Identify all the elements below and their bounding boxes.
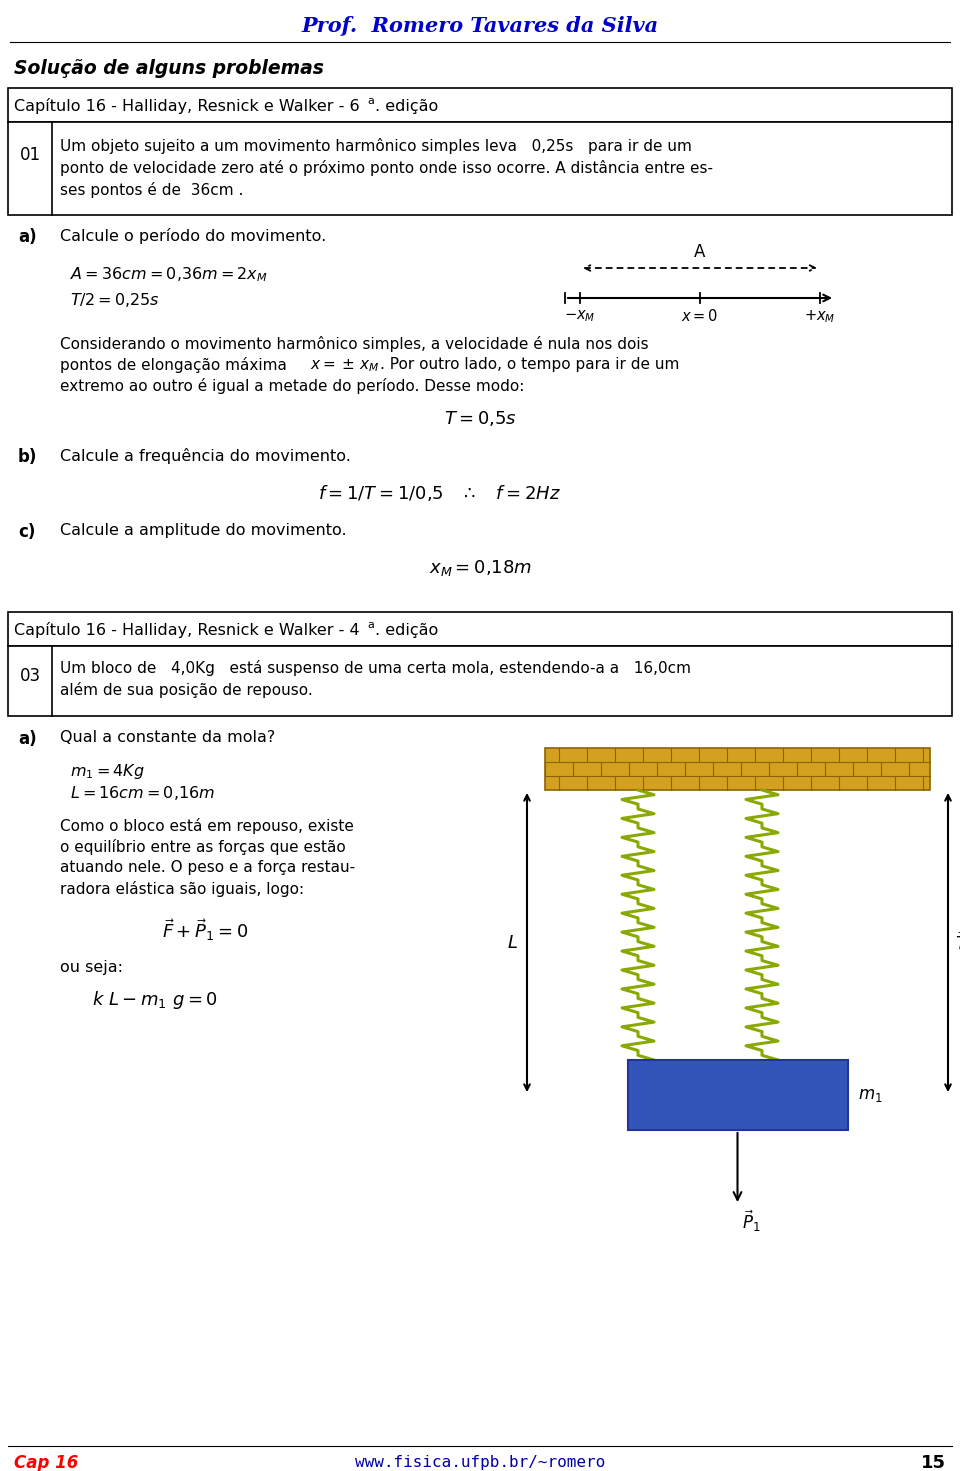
Text: $m_1$: $m_1$: [857, 1086, 882, 1105]
Text: L: L: [508, 934, 518, 952]
Bar: [8, 122, 952, 215]
Text: a: a: [367, 619, 373, 630]
Text: extremo ao outro é igual a metade do período. Desse modo:: extremo ao outro é igual a metade do per…: [60, 378, 524, 394]
Bar: [8, 612, 952, 646]
Text: $f = 1/T = 1/0{,}5$   $\therefore$   $f = 2Hz$: $f = 1/T = 1/0{,}5$ $\therefore$ $f = 2H…: [319, 482, 562, 503]
Text: ou seja:: ou seja:: [60, 961, 123, 975]
Bar: [8, 646, 952, 716]
Text: $\vec{T}$: $\vec{T}$: [955, 931, 960, 953]
Text: Um objeto sujeito a um movimento harmônico simples leva   0,25s   para ir de um: Um objeto sujeito a um movimento harmôni…: [60, 138, 692, 154]
Text: www.fisica.ufpb.br/~romero: www.fisica.ufpb.br/~romero: [355, 1455, 605, 1471]
Text: Prof.  Romero Tavares da Silva: Prof. Romero Tavares da Silva: [301, 16, 659, 35]
Text: $x = 0$: $x = 0$: [682, 307, 719, 324]
Text: $A = 36cm = 0{,}36m = 2x_M$: $A = 36cm = 0{,}36m = 2x_M$: [70, 266, 268, 284]
Text: $k\ L - m_1\ g = 0$: $k\ L - m_1\ g = 0$: [92, 989, 218, 1011]
Text: Capítulo 16 - Halliday, Resnick e Walker - 6: Capítulo 16 - Halliday, Resnick e Walker…: [14, 99, 360, 113]
Text: . edição: . edição: [375, 99, 439, 113]
Text: Um bloco de   4,0Kg   está suspenso de uma certa mola, estendendo-a a   16,0cm: Um bloco de 4,0Kg está suspenso de uma c…: [60, 660, 691, 677]
Text: $\vec{P}_1$: $\vec{P}_1$: [742, 1209, 761, 1234]
Text: a): a): [18, 730, 36, 747]
Text: a: a: [367, 96, 373, 106]
Text: Cap 16: Cap 16: [14, 1453, 79, 1471]
Text: ses pontos é de  36cm .: ses pontos é de 36cm .: [60, 182, 244, 199]
Text: $m_1 = 4Kg$: $m_1 = 4Kg$: [70, 762, 145, 781]
Text: $L = 16cm = 0{,}16m$: $L = 16cm = 0{,}16m$: [70, 784, 215, 802]
Text: $x_M = 0{,}18m$: $x_M = 0{,}18m$: [428, 558, 532, 578]
Text: b): b): [18, 449, 37, 466]
Text: Considerando o movimento harmônico simples, a velocidade é nula nos dois: Considerando o movimento harmônico simpl…: [60, 335, 649, 352]
Text: . Por outro lado, o tempo para ir de um: . Por outro lado, o tempo para ir de um: [380, 357, 680, 372]
Text: o equilíbrio entre as forças que estão: o equilíbrio entre as forças que estão: [60, 838, 346, 855]
Text: 01: 01: [19, 146, 40, 163]
Text: radora elástica são iguais, logo:: radora elástica são iguais, logo:: [60, 881, 304, 897]
Text: pontos de elongação máxima: pontos de elongação máxima: [60, 357, 301, 374]
Text: Calcule a amplitude do movimento.: Calcule a amplitude do movimento.: [60, 524, 347, 538]
Bar: [8, 88, 952, 122]
Text: $T = 0{,}5s$: $T = 0{,}5s$: [444, 409, 516, 428]
Text: Calcule a frequência do movimento.: Calcule a frequência do movimento.: [60, 449, 350, 463]
Text: além de sua posição de repouso.: além de sua posição de repouso.: [60, 683, 313, 699]
Text: . edição: . edição: [375, 622, 439, 637]
Bar: [545, 747, 930, 790]
Text: Solução de alguns problemas: Solução de alguns problemas: [14, 59, 324, 78]
Text: Como o bloco está em repouso, existe: Como o bloco está em repouso, existe: [60, 818, 354, 834]
Text: $+x_M$: $+x_M$: [804, 307, 836, 325]
Text: $T/2 = 0{,}25s$: $T/2 = 0{,}25s$: [70, 291, 160, 309]
Text: a): a): [18, 228, 36, 246]
Text: $x = \pm\, x_M$: $x = \pm\, x_M$: [310, 357, 379, 374]
Text: 15: 15: [921, 1453, 946, 1471]
Text: atuando nele. O peso e a força restau-: atuando nele. O peso e a força restau-: [60, 861, 355, 875]
Text: Capítulo 16 - Halliday, Resnick e Walker - 4: Capítulo 16 - Halliday, Resnick e Walker…: [14, 622, 360, 638]
Bar: [628, 1061, 848, 1130]
Text: c): c): [18, 524, 36, 541]
Text: $\vec{F} + \vec{P}_1 = 0$: $\vec{F} + \vec{P}_1 = 0$: [162, 916, 248, 943]
Text: A: A: [694, 243, 706, 260]
Text: Qual a constante da mola?: Qual a constante da mola?: [60, 730, 276, 744]
Text: ponto de velocidade zero até o próximo ponto onde isso ocorre. A distância entre: ponto de velocidade zero até o próximo p…: [60, 160, 713, 177]
Text: 03: 03: [19, 666, 40, 685]
Text: $-x_M$: $-x_M$: [564, 307, 596, 324]
Text: Calcule o período do movimento.: Calcule o período do movimento.: [60, 228, 326, 244]
